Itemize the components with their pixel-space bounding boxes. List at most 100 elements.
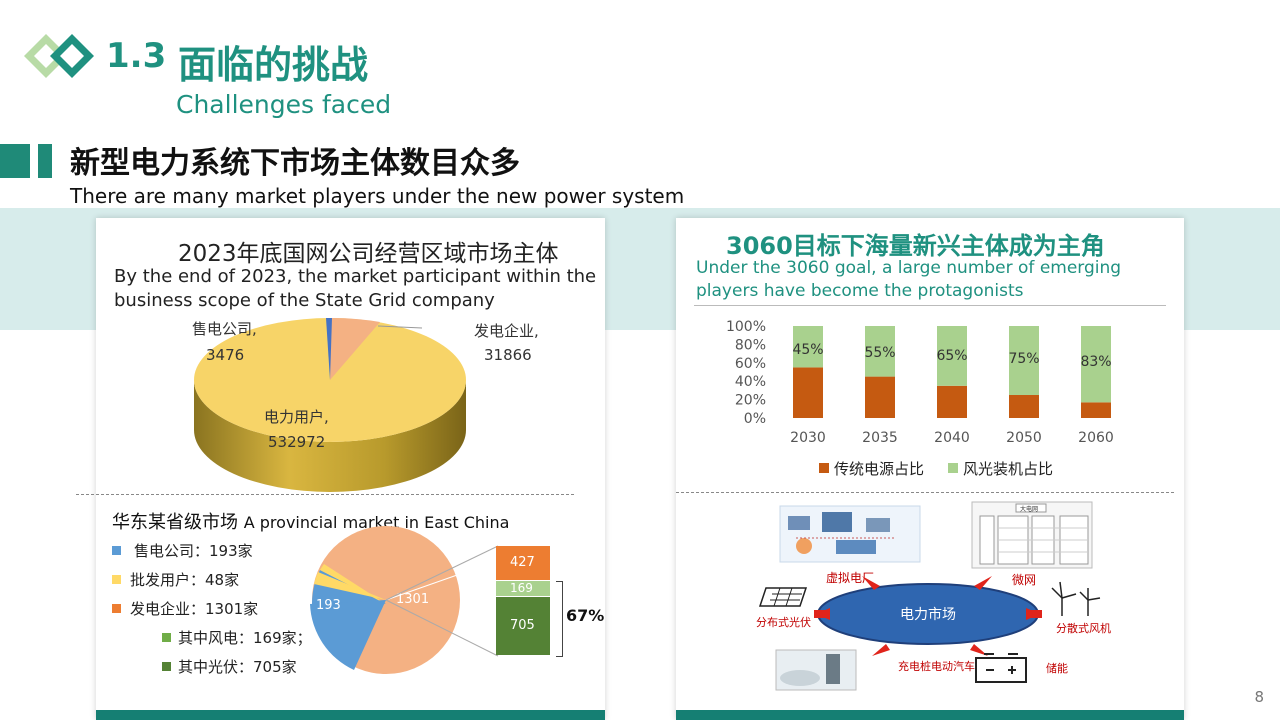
x-tick-label: 2050 <box>1006 430 1042 446</box>
page-heading: 新型电力系统下市场主体数目众多 <box>70 146 520 181</box>
legend-swatch-wind <box>162 633 171 642</box>
section-subtitle: Challenges faced <box>176 90 392 119</box>
x-tick-label: 2060 <box>1078 430 1114 446</box>
stack-solar <box>496 597 550 655</box>
legend-swatch-sales <box>112 546 121 555</box>
y-tick-label: 80% <box>735 337 766 353</box>
bar-traditional <box>865 376 895 418</box>
legend-swatch-wholesale <box>112 575 121 584</box>
left-card-footer <box>96 710 605 720</box>
legend-traditional: 传统电源占比 <box>834 460 925 478</box>
heading-marker-thin <box>38 144 52 178</box>
y-tick-label: 100% <box>726 319 766 335</box>
grid-chart-title: 2023年底国网公司经营区域市场主体 <box>178 241 559 267</box>
connector-lines <box>385 545 499 657</box>
right-card-footer <box>676 710 1184 720</box>
stack-other <box>496 546 550 580</box>
x-tick-label: 2040 <box>934 430 970 446</box>
pie-label-sales: 193 <box>316 598 341 613</box>
ev-charger-icon <box>775 649 857 691</box>
label-sales-name: 售电公司, <box>192 320 257 338</box>
target-stacked-bar-chart: 100% 80% 60% 40% 20% 0% 45% 2030 55% 2035 65% 2040 7… <box>726 319 1114 446</box>
bar-data-label: 65% <box>936 348 967 364</box>
node-virtual-plant: 虚拟电厂 <box>826 571 874 585</box>
y-tick-label: 60% <box>735 356 766 372</box>
label-user-value: 532972 <box>268 433 326 451</box>
target-subtitle-2: players have become the protagonists <box>696 281 1024 301</box>
legend-solar: 其中光伏：705家 <box>178 658 297 676</box>
bracket-label: 67% <box>566 606 605 625</box>
bar-traditional <box>1009 395 1039 418</box>
bar-renewable <box>865 326 895 377</box>
microgrid-icon: 大电网 <box>971 501 1093 569</box>
node-storage: 储能 <box>1046 661 1068 675</box>
pie-slice-sales <box>326 318 332 380</box>
x-tick-label: 2030 <box>790 430 826 446</box>
pv-panel-icon <box>758 587 808 607</box>
market-center-label: 电力市场 <box>900 606 956 623</box>
province-pie-chart <box>310 526 461 674</box>
arrow-storage <box>970 644 988 656</box>
bar-renewable <box>937 326 967 386</box>
province-title: 华东某省级市场 A provincial market in East Chin… <box>112 512 510 533</box>
pie-side <box>194 380 466 492</box>
pie-label-generators: 1301 <box>396 592 430 607</box>
stack-solar-label: 705 <box>510 618 535 633</box>
page-heading-english: There are many market players under the … <box>70 184 685 208</box>
stack-other-label: 427 <box>510 555 535 570</box>
legend-swatch-solar <box>162 662 171 671</box>
arrow-vpp <box>862 576 880 590</box>
y-tick-label: 40% <box>735 374 766 390</box>
arrow-ev <box>872 644 890 656</box>
legend-wind: 其中风电：169家； <box>178 629 312 647</box>
bar-renewable <box>1009 326 1039 395</box>
title-rule <box>694 305 1166 306</box>
bar-data-label: 45% <box>792 342 823 358</box>
left-card: 2023年底国网公司经营区域市场主体 By the end of 2023, t… <box>76 218 605 720</box>
bar-renewable <box>793 326 823 368</box>
legend-wholesale: 批发用户：48家 <box>130 571 240 589</box>
label-sales-value: 3476 <box>206 346 245 364</box>
node-pv: 分布式光伏 <box>756 615 811 629</box>
legend-swatch-traditional <box>819 463 829 473</box>
legend-swatch-renewable <box>948 463 958 473</box>
power-market-diagram: 大电网 虚拟电厂 微网 电力市场 <box>756 501 1111 691</box>
label-user-name: 电力用户, <box>264 408 329 426</box>
battery-icon <box>975 653 1027 683</box>
bar-traditional <box>793 367 823 418</box>
grid-pie-chart <box>194 318 466 492</box>
label-gen-name: 发电企业, <box>474 322 539 340</box>
stack-wind <box>496 581 550 596</box>
virtual-plant-icon <box>779 505 921 563</box>
grid-chart-subtitle-2: business scope of the State Grid company <box>114 290 495 311</box>
pie-slice-generators <box>330 318 380 380</box>
heading-marker <box>0 144 30 178</box>
divider <box>76 494 574 495</box>
y-tick-label: 0% <box>744 411 766 427</box>
logo-icon <box>24 34 94 78</box>
y-tick-label: 20% <box>735 393 766 409</box>
grid-chart-subtitle-1: By the end of 2023, the market participa… <box>114 266 597 287</box>
wind-turbine-icon <box>1051 581 1101 616</box>
x-tick-label: 2035 <box>862 430 898 446</box>
bar-data-label: 55% <box>864 345 895 361</box>
legend-sales: 售电公司：193家 <box>134 542 253 560</box>
section-title: 面临的挑战 <box>178 43 369 87</box>
bracket <box>556 581 563 657</box>
bar-traditional <box>1081 402 1111 418</box>
page-number: 8 <box>1254 688 1264 706</box>
bar-traditional <box>937 385 967 418</box>
section-number: 1.3 <box>106 36 167 76</box>
bar-renewable <box>1081 326 1111 403</box>
node-wind: 分散式风机 <box>1056 621 1111 635</box>
stack-wind-label: 169 <box>510 581 533 595</box>
legend-generator: 发电企业：1301家 <box>130 600 259 618</box>
node-microgrid: 微网 <box>1012 573 1036 587</box>
target-title: 3060目标下海量新兴主体成为主角 <box>726 232 1105 260</box>
target-subtitle-1: Under the 3060 goal, a large number of e… <box>696 258 1122 278</box>
arrow-microgrid <box>974 576 992 590</box>
bar-data-label: 75% <box>1008 351 1039 367</box>
label-gen-value: 31866 <box>484 346 532 364</box>
legend-renewable: 风光装机占比 <box>963 460 1054 478</box>
right-card: 3060目标下海量新兴主体成为主角 Under the 3060 goal, a… <box>676 218 1184 720</box>
